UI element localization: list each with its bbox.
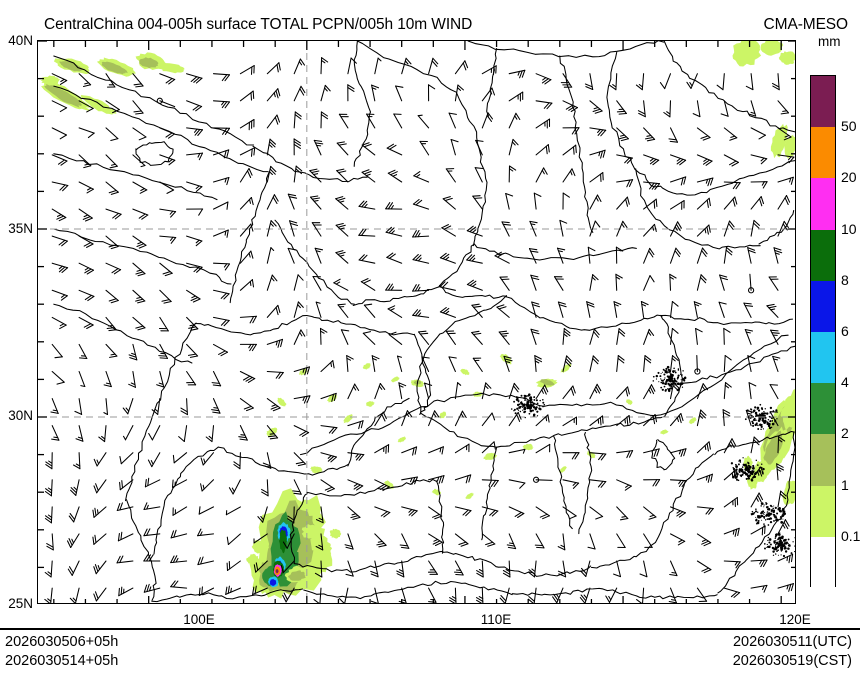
model-label: CMA-MESO <box>763 16 849 33</box>
colorbar-tick-label: 2 <box>841 425 849 442</box>
footer-divider <box>0 628 860 631</box>
colorbar-tick-label: 20 <box>841 169 857 186</box>
footer-valid-utc: 2026030511(UTC) <box>732 634 852 650</box>
province-borders <box>53 41 795 603</box>
colorbar-tick-label: 8 <box>841 271 849 288</box>
colorbar-segment <box>811 383 835 435</box>
colorbar-tick-label: 1 <box>841 476 849 493</box>
colorbar[interactable] <box>810 75 836 588</box>
colorbar-segment <box>811 434 835 486</box>
lon-label-120e: 120E <box>779 612 811 627</box>
colorbar-segment <box>811 178 835 230</box>
lat-label-25n: 25N <box>8 596 33 611</box>
map-canvas <box>38 41 795 603</box>
colorbar-segment <box>811 485 835 537</box>
wind-barbs <box>44 57 795 603</box>
lat-lon-gridlines <box>38 41 795 603</box>
page-title: CentralChina 004-005h surface TOTAL PCPN… <box>44 16 473 33</box>
lat-label-30n: 30N <box>8 408 33 423</box>
colorbar-tick-label: 6 <box>841 323 849 339</box>
colorbar-segment <box>811 331 835 384</box>
colorbar-tick-label: 50 <box>841 118 857 135</box>
colorbar-segment <box>811 229 835 281</box>
colorbar-tick-label: 4 <box>841 374 849 391</box>
precipitation-shading <box>40 41 795 599</box>
axis-ticks <box>38 41 795 603</box>
colorbar-unit-label: mm <box>818 34 841 49</box>
colorbar-segment <box>811 127 835 179</box>
footer-init-cst: 2026030514+05h <box>5 653 119 669</box>
colorbar-segment <box>811 76 835 128</box>
lat-label-35n: 35N <box>8 221 33 236</box>
colorbar-tick-label: 10 <box>841 220 857 237</box>
colorbar-segment <box>811 536 835 588</box>
lat-label-40n: 40N <box>8 33 33 48</box>
lon-label-100e: 100E <box>183 612 215 627</box>
footer-init-utc: 2026030506+05h <box>5 634 119 650</box>
colorbar-segment <box>811 280 835 332</box>
colorbar-tick-label: 0.1 <box>841 527 860 544</box>
lon-label-110e: 110E <box>480 612 512 627</box>
map-plot-area[interactable] <box>37 40 796 604</box>
footer-valid-cst: 2026030519(CST) <box>732 653 852 669</box>
